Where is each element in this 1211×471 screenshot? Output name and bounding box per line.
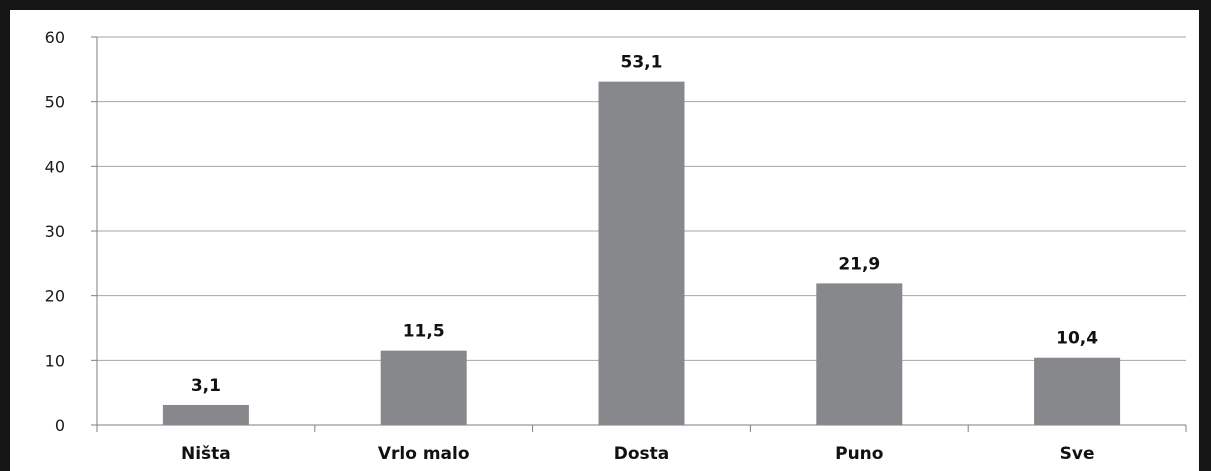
x-category-label-3: Puno: [835, 444, 883, 464]
data-label-1: 11,5: [403, 322, 445, 342]
y-tick-label-30: 30: [45, 222, 65, 241]
y-tick-label-50: 50: [45, 93, 65, 112]
y-tick-label-60: 60: [45, 28, 65, 47]
x-category-label-2: Dosta: [614, 444, 670, 464]
bar-1: [380, 350, 467, 425]
x-category-label-1: Vrlo malo: [378, 444, 470, 464]
x-category-label-4: Sve: [1060, 444, 1095, 464]
bars: [162, 81, 1121, 426]
labels: 0 10 20 30 40 50 60 3,1 Ništa 11,5 Vrlo malo 53,1 Do…: [45, 28, 1099, 464]
bar-4: [1034, 357, 1121, 425]
data-label-0: 3,1: [191, 376, 221, 396]
data-label-3: 21,9: [838, 254, 880, 274]
bar-2: [598, 81, 685, 426]
y-tick-label-20: 20: [45, 287, 65, 306]
data-label-4: 10,4: [1056, 329, 1098, 349]
x-category-label-0: Ništa: [181, 444, 231, 464]
y-tick-label-0: 0: [55, 416, 65, 435]
bar-0: [162, 404, 249, 425]
data-label-2: 53,1: [621, 53, 663, 73]
y-tick-label-10: 10: [45, 351, 65, 370]
bar-3: [816, 283, 903, 425]
y-tick-label-40: 40: [45, 157, 65, 176]
